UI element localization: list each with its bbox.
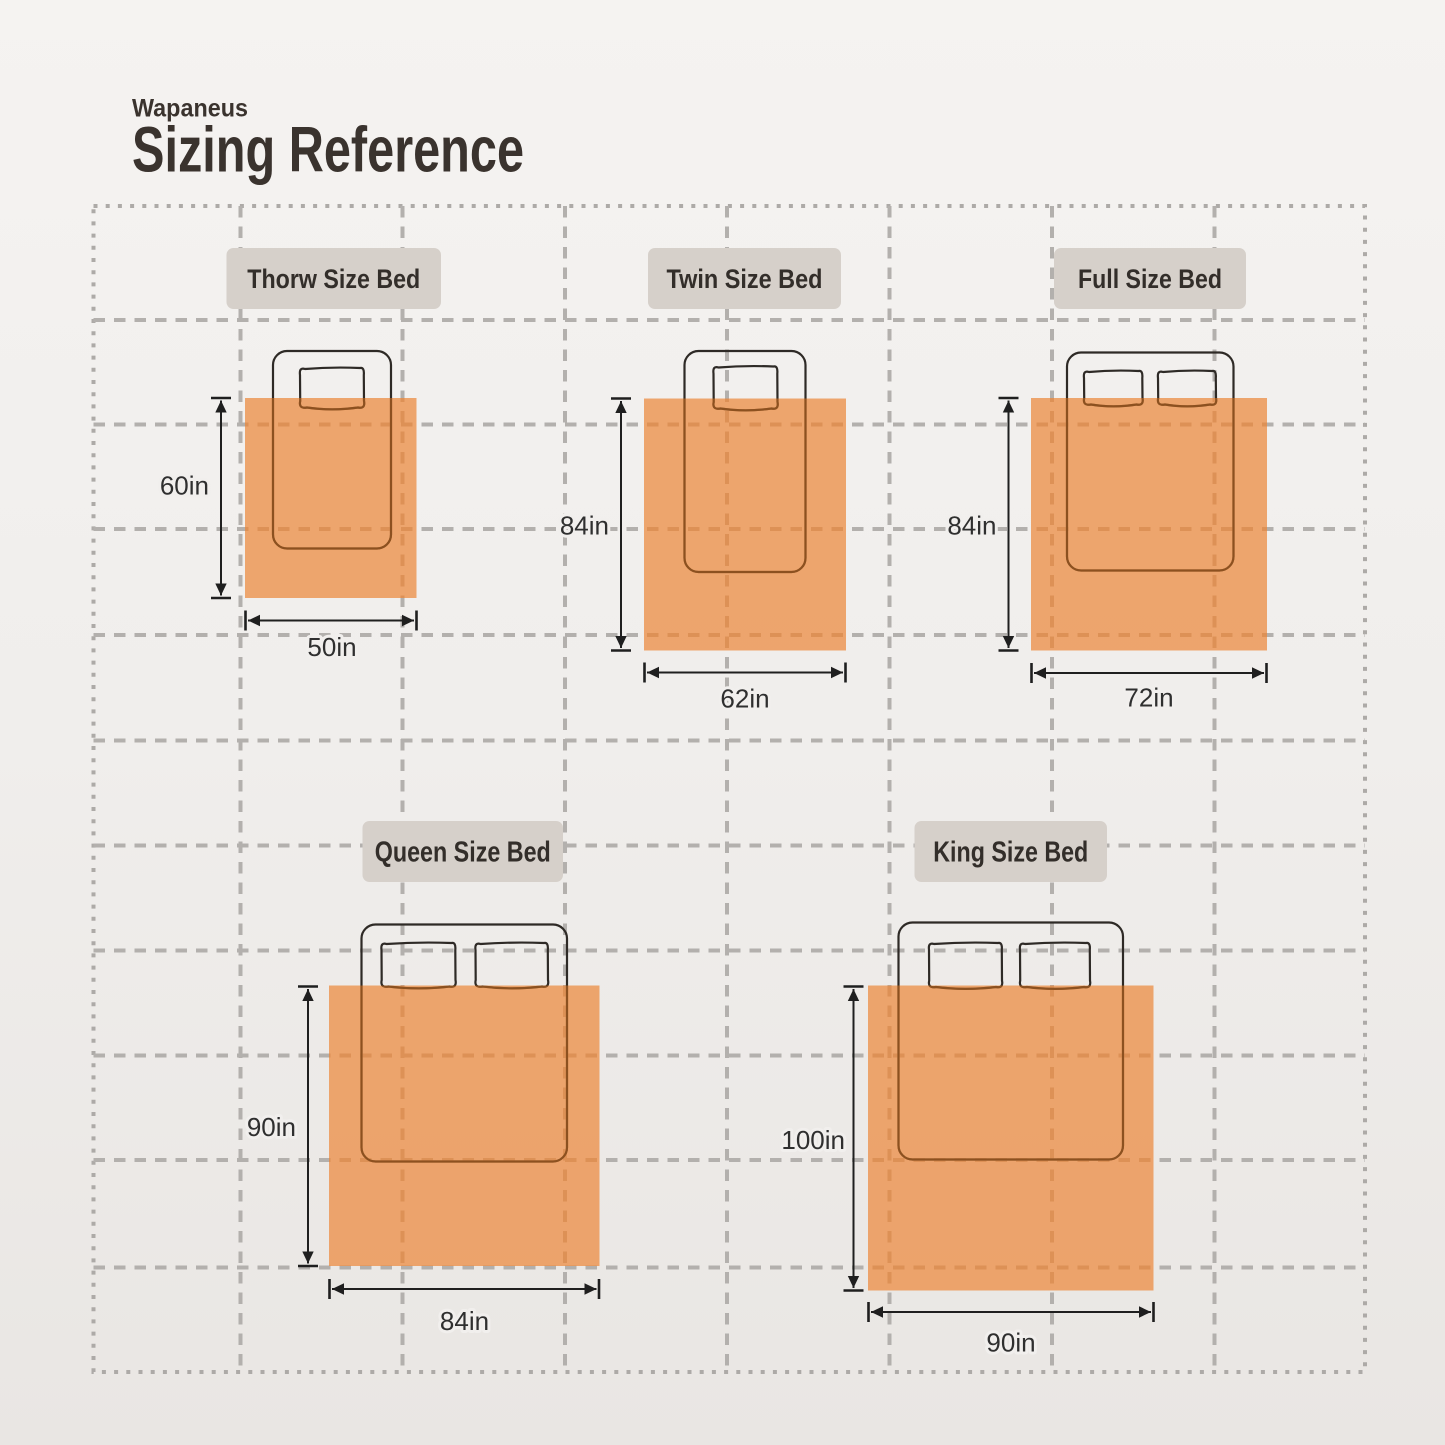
svg-text:Sizing Reference: Sizing Reference xyxy=(132,114,524,186)
svg-text:100in: 100in xyxy=(781,1125,845,1155)
svg-text:Twin Size Bed: Twin Size Bed xyxy=(667,264,823,294)
svg-text:Wapaneus: Wapaneus xyxy=(132,95,248,123)
svg-text:Full Size Bed: Full Size Bed xyxy=(1078,264,1222,294)
svg-text:84in: 84in xyxy=(560,511,609,541)
svg-text:72in: 72in xyxy=(1124,683,1173,713)
svg-text:90in: 90in xyxy=(247,1112,296,1142)
svg-text:Thorw Size Bed: Thorw Size Bed xyxy=(247,264,420,294)
svg-text:Queen Size Bed: Queen Size Bed xyxy=(375,837,551,869)
svg-text:50in: 50in xyxy=(307,632,356,662)
svg-text:84in: 84in xyxy=(947,511,996,541)
svg-text:90in: 90in xyxy=(986,1328,1035,1358)
svg-text:King Size Bed: King Size Bed xyxy=(933,837,1088,869)
svg-text:60in: 60in xyxy=(160,471,209,501)
svg-text:62in: 62in xyxy=(720,684,769,714)
svg-text:84in: 84in xyxy=(440,1306,489,1336)
